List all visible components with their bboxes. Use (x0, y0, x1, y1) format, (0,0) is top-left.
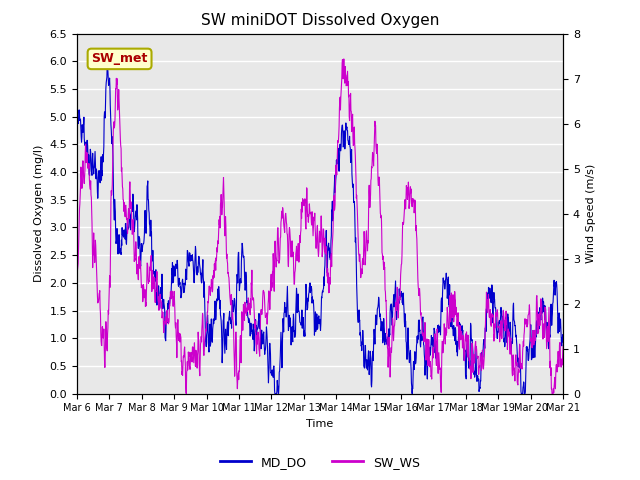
Y-axis label: Dissolved Oxygen (mg/l): Dissolved Oxygen (mg/l) (34, 145, 44, 282)
Title: SW miniDOT Dissolved Oxygen: SW miniDOT Dissolved Oxygen (201, 13, 439, 28)
Legend: MD_DO, SW_WS: MD_DO, SW_WS (214, 451, 426, 474)
Text: SW_met: SW_met (92, 52, 148, 65)
X-axis label: Time: Time (307, 419, 333, 429)
Y-axis label: Wind Speed (m/s): Wind Speed (m/s) (586, 164, 596, 263)
